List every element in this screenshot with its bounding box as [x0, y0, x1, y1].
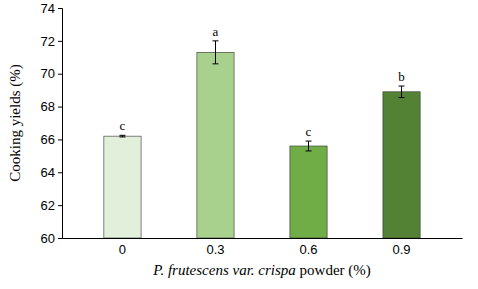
error-bar — [119, 135, 125, 137]
x-axis-title-plain: powder (%) — [296, 262, 371, 279]
y-tick: 66 — [41, 132, 62, 147]
bar — [104, 136, 141, 238]
y-tick-label: 74 — [41, 1, 55, 16]
error-bar-cap — [306, 141, 312, 142]
y-axis-line — [58, 9, 63, 239]
x-tick-label: 0.3 — [206, 242, 224, 257]
error-bar-stem — [308, 141, 309, 151]
y-tick-mark — [58, 205, 62, 206]
y-tick-label: 68 — [41, 99, 55, 114]
error-bar-cap — [119, 136, 125, 137]
error-bar — [399, 86, 405, 98]
y-tick-label: 64 — [41, 165, 55, 180]
y-tick: 68 — [41, 99, 62, 114]
chart: 60 62 64 66 68 70 72 74 0 0.3 0.6 0.9 c a c b Cooking yi… — [0, 0, 478, 289]
y-tick-label: 72 — [41, 34, 55, 49]
x-axis-title-italic: P. frutescens var. crispa — [152, 262, 296, 278]
y-tick-mark — [58, 139, 62, 140]
x-tick: 0.3 — [206, 238, 224, 257]
error-bar-cap — [399, 86, 405, 87]
y-tick: 60 — [41, 231, 62, 246]
bar — [197, 52, 234, 238]
x-tick: 0.6 — [299, 238, 317, 257]
y-tick-mark — [58, 8, 62, 9]
y-tick-mark — [58, 74, 62, 75]
error-bar-cap — [212, 40, 218, 41]
x-tick-label: 0.6 — [299, 242, 317, 257]
y-tick-label: 62 — [41, 198, 55, 213]
y-tick-mark — [58, 172, 62, 173]
error-bar-cap — [212, 63, 218, 64]
annotation: c — [306, 124, 312, 139]
error-bar-cap — [306, 150, 312, 151]
y-tick: 72 — [41, 34, 62, 49]
y-tick: 70 — [41, 66, 62, 81]
x-axis: 0 0.3 0.6 0.9 — [63, 238, 463, 257]
y-axis-title: Cooking yields (%) — [7, 64, 24, 182]
error-bar-cap — [399, 97, 405, 98]
y-tick-mark — [58, 107, 62, 108]
bar — [383, 92, 420, 238]
x-tick-label: 0.9 — [392, 242, 410, 257]
y-tick-mark — [58, 238, 62, 239]
y-tick-label: 66 — [41, 132, 55, 147]
error-bar-stem — [401, 86, 402, 98]
y-tick-label: 60 — [41, 231, 55, 246]
annotation: c — [120, 118, 126, 133]
y-axis: 60 62 64 66 68 70 72 74 — [41, 1, 63, 246]
x-tick-label: 0 — [119, 242, 126, 257]
plot-area — [104, 41, 420, 238]
x-tick: 0 — [119, 238, 126, 257]
y-tick-mark — [58, 41, 62, 42]
bar — [290, 146, 327, 238]
error-bar — [306, 141, 312, 151]
x-tick: 0.9 — [392, 238, 410, 257]
annotation: a — [213, 24, 219, 39]
x-axis-line — [63, 238, 463, 239]
y-tick-label: 70 — [41, 66, 55, 81]
error-bar-stem — [215, 41, 216, 64]
error-bar-cap — [119, 135, 125, 136]
error-bar — [212, 41, 218, 64]
x-axis-title: P. frutescens var. crispa powder (%) — [152, 262, 371, 279]
annotation: b — [398, 69, 405, 84]
y-tick: 74 — [41, 1, 62, 16]
y-tick: 64 — [41, 165, 62, 180]
y-tick: 62 — [41, 198, 62, 213]
